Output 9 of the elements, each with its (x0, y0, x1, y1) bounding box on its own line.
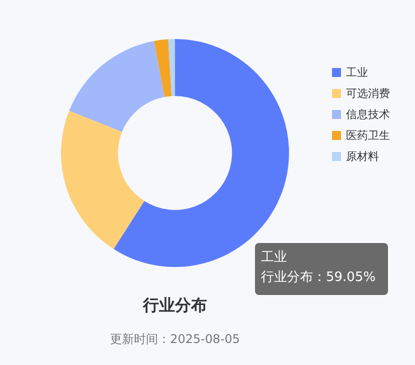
text: 工业 (261, 250, 287, 265)
text: 更新时间：2025-08-05 (110, 332, 240, 346)
legend-label: 信息技术 (346, 108, 390, 121)
legend-label: 原材料 (346, 150, 379, 163)
legend-label: 可选消费 (346, 87, 390, 100)
legend-label: 工业 (346, 66, 368, 79)
text: 行业分布：59.05% (261, 270, 376, 285)
legend-label: 医药卫生 (346, 129, 390, 142)
text: 行业分布 (142, 296, 207, 314)
